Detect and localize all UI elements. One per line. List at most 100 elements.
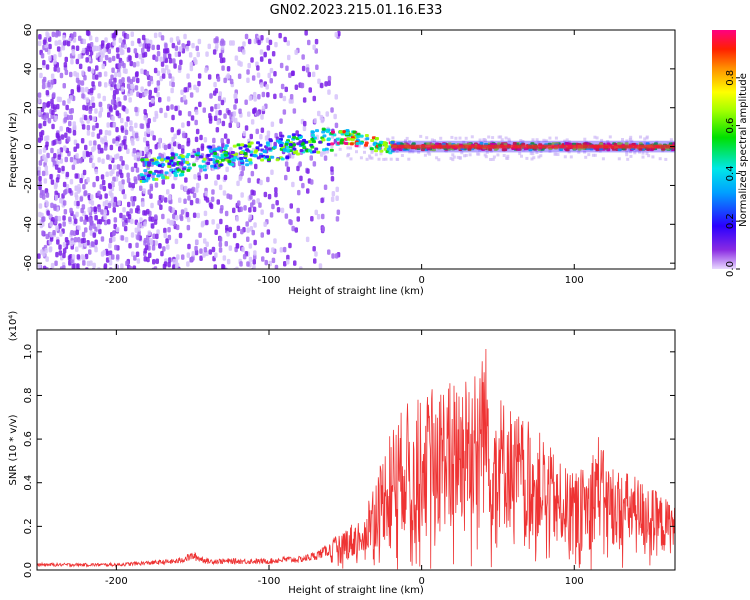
noise-cell	[103, 263, 108, 269]
noise-cell	[82, 260, 86, 266]
noise-cell	[81, 93, 85, 99]
colorbar-tick-label: 0.6	[725, 118, 736, 134]
noise-cell	[301, 54, 305, 60]
noise-cell	[43, 114, 47, 121]
noise-cell	[215, 127, 220, 133]
noise-cell	[38, 40, 42, 47]
noise-cell	[38, 203, 43, 209]
noise-cell	[645, 152, 649, 156]
noise-cell	[321, 226, 325, 232]
x-tick-label: 0	[418, 275, 424, 286]
noise-cell	[330, 107, 334, 113]
noise-cell	[115, 140, 119, 147]
noise-cell	[482, 138, 486, 141]
noise-cell	[598, 149, 602, 153]
noise-cell	[504, 136, 508, 140]
noise-cell	[68, 216, 72, 222]
noise-cell	[237, 200, 241, 206]
noise-cell	[439, 136, 443, 140]
noise-cell	[629, 135, 633, 139]
noise-cell	[146, 128, 151, 134]
noise-cell	[107, 48, 111, 54]
noise-cell	[330, 166, 334, 172]
noise-cell	[154, 240, 158, 246]
noise-cell	[143, 237, 148, 244]
x-tick-label: -100	[258, 275, 281, 286]
noise-cell	[87, 207, 91, 213]
noise-cell	[478, 138, 482, 142]
noise-cell	[118, 101, 122, 107]
noise-cell	[168, 171, 172, 177]
noise-cell	[95, 36, 99, 43]
noise-cell	[55, 225, 59, 231]
noise-cell	[50, 79, 55, 85]
snr-axes: -200 -100 0 100 0.0 0.2 0.4 0.6 0.8 1.0	[23, 330, 675, 587]
ridge-cell	[310, 145, 315, 149]
noise-cell	[91, 241, 95, 248]
noise-cell	[117, 71, 122, 78]
noise-cell	[62, 221, 66, 227]
noise-cell	[241, 165, 245, 171]
noise-cell	[74, 218, 78, 224]
ridge-cell	[292, 135, 297, 139]
noise-cell	[221, 120, 226, 127]
noise-cell	[484, 155, 488, 159]
noise-cell	[312, 44, 316, 50]
noise-cell	[69, 95, 73, 101]
noise-cell	[178, 46, 183, 52]
noise-cell	[57, 154, 61, 160]
noise-cell	[250, 170, 255, 177]
noise-cell	[56, 148, 61, 155]
noise-cell	[301, 65, 306, 72]
noise-cell	[37, 253, 41, 259]
noise-cell	[226, 258, 231, 265]
noise-cell	[334, 253, 339, 259]
ridge-cell	[185, 155, 190, 159]
noise-cell	[307, 39, 311, 46]
noise-cell	[279, 62, 284, 69]
noise-cell	[152, 233, 156, 239]
noise-cell	[487, 135, 491, 139]
noise-cell	[178, 232, 183, 239]
noise-cell	[79, 158, 83, 164]
noise-cell	[68, 188, 72, 194]
noise-cell	[112, 207, 116, 213]
noise-cell	[126, 47, 131, 53]
noise-cell	[88, 140, 93, 146]
noise-cell	[253, 96, 257, 102]
ridge-cell	[341, 130, 346, 134]
snr-frame	[36, 329, 676, 571]
ridge-cell	[512, 142, 517, 145]
noise-cell	[84, 253, 89, 260]
noise-cell	[191, 42, 195, 49]
noise-cell	[123, 144, 128, 150]
ridge-cell	[488, 147, 493, 151]
noise-cell	[41, 78, 46, 85]
noise-cell	[45, 201, 50, 207]
noise-cell	[152, 135, 156, 141]
ridge-cell	[275, 158, 280, 162]
noise-cell	[129, 120, 133, 126]
noise-cell	[407, 157, 411, 161]
noise-cell	[593, 135, 597, 139]
noise-cell	[99, 184, 104, 190]
ridge-cell	[493, 147, 498, 151]
noise-cell	[74, 185, 78, 191]
ridge-cell	[156, 174, 161, 178]
noise-cell	[54, 260, 58, 266]
noise-cell	[91, 96, 95, 102]
noise-cell	[323, 184, 328, 190]
noise-cell	[65, 171, 70, 178]
noise-cell	[202, 107, 206, 113]
ridge-cell	[246, 149, 251, 153]
noise-cell	[567, 140, 571, 144]
noise-cell	[139, 123, 144, 129]
noise-cell	[73, 146, 77, 152]
noise-cell	[197, 175, 202, 181]
noise-cell	[489, 158, 493, 161]
ridge-cell	[646, 148, 651, 151]
ridge-cell	[479, 142, 484, 145]
noise-cell	[584, 155, 588, 159]
ridge-cell	[206, 153, 211, 157]
noise-cell	[286, 254, 290, 261]
